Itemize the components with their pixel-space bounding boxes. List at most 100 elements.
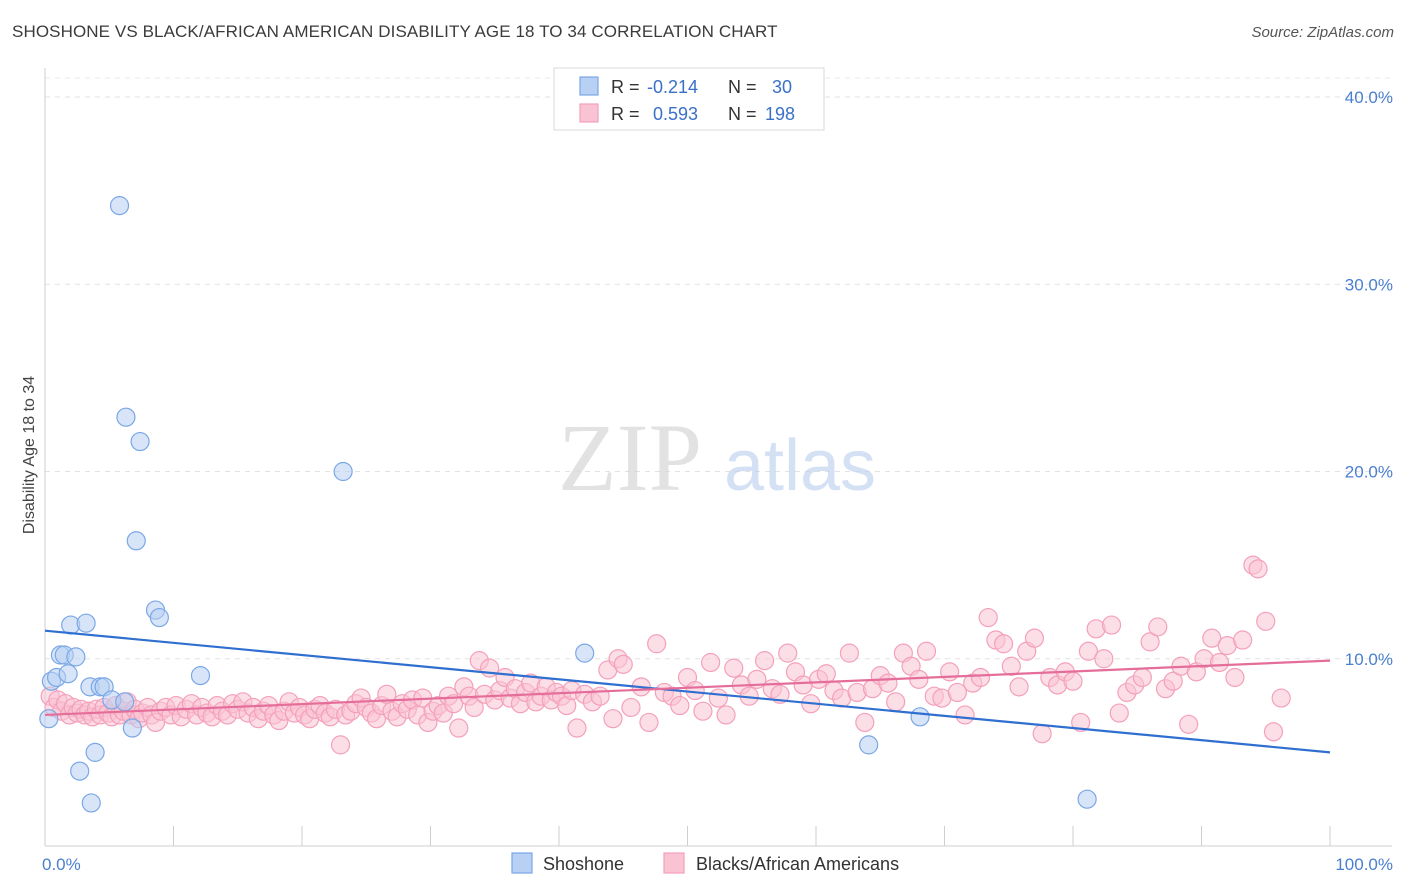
- shoshone-point-24: [149, 607, 169, 628]
- shoshone-point-29: [910, 707, 930, 727]
- legend-n-value-2: 198: [765, 104, 795, 124]
- black-point-128: [701, 652, 721, 673]
- black-trend-line: [44, 659, 1331, 717]
- black-point-120: [639, 712, 659, 733]
- black-point-110: [567, 718, 587, 738]
- legend: R = -0.214 N = 30 R = 0.593 N = 198: [553, 67, 825, 131]
- black-point-131: [724, 658, 744, 678]
- shoshone-point-21: [126, 531, 146, 551]
- black-point-171: [1032, 724, 1052, 744]
- black-point-200: [1256, 611, 1276, 631]
- black-point-148: [855, 712, 875, 733]
- series-legend: Shoshone Blacks/African Americans: [511, 852, 899, 874]
- black-point-199: [1248, 559, 1268, 579]
- chart-source: Source: ZipAtlas.com: [1251, 24, 1394, 41]
- x-tick-label-max: 100.0%: [1335, 855, 1393, 874]
- shoshone-point-19: [116, 407, 136, 427]
- y-tick-label-1: 10.0%: [1345, 650, 1393, 669]
- shoshone-point-20: [122, 718, 142, 738]
- y-tick-label-3: 30.0%: [1345, 275, 1393, 294]
- legend-n-label-1: N =: [728, 77, 757, 97]
- shoshone-point-12: [81, 793, 101, 813]
- black-point-127: [693, 701, 713, 721]
- black-point-113: [590, 686, 610, 706]
- shoshone-point-1: [39, 709, 59, 729]
- x-tick-label-min: 0.0%: [42, 855, 81, 874]
- black-point-156: [916, 641, 937, 661]
- black-point-118: [621, 697, 641, 718]
- shoshone-point-25: [190, 666, 211, 686]
- chart-title: SHOSHONE VS BLACK/AFRICAN AMERICAN DISAB…: [12, 22, 778, 41]
- black-point-176: [1071, 712, 1091, 733]
- black-point-184: [1132, 667, 1152, 688]
- black-point-64: [330, 735, 351, 755]
- shoshone-point-17: [109, 196, 130, 216]
- black-point-181: [1109, 703, 1129, 723]
- shoshone-point-9: [70, 761, 90, 781]
- black-point-196: [1225, 667, 1245, 688]
- trend-lines: [44, 629, 1331, 754]
- shoshone-point-22: [130, 431, 150, 452]
- legend-n-label-2: N =: [728, 104, 757, 124]
- black-point-166: [994, 634, 1014, 654]
- series-legend-swatch-shoshone: [511, 852, 533, 874]
- black-point-151: [878, 673, 898, 693]
- black-point-167: [1001, 656, 1021, 676]
- shoshone-point-27: [575, 643, 595, 663]
- black-point-201: [1263, 722, 1284, 742]
- black-point-86: [444, 694, 464, 714]
- legend-r-value-1: -0.214: [647, 77, 698, 97]
- tick-labels: 10.0% 20.0% 30.0% 40.0% 0.0% 100.0%: [42, 88, 1393, 874]
- legend-r-label-2: R =: [611, 104, 640, 124]
- shoshone-point-30: [1077, 789, 1097, 809]
- black-point-90: [464, 697, 484, 718]
- shoshone-point-10: [76, 613, 96, 633]
- legend-n-value-1: 30: [772, 77, 792, 97]
- shoshone-point-6: [58, 664, 78, 684]
- black-point-161: [955, 705, 975, 725]
- shoshone-point-8: [66, 647, 86, 667]
- y-tick-label-4: 40.0%: [1345, 88, 1393, 107]
- legend-r-label-1: R =: [611, 77, 640, 97]
- y-axis-label: Disability Age 18 to 34: [21, 376, 38, 534]
- black-point-135: [754, 651, 775, 671]
- black-point-193: [1202, 628, 1222, 648]
- watermark-zip: ZIP: [558, 404, 702, 511]
- legend-swatch-shoshone: [579, 76, 599, 96]
- black-point-194: [1209, 652, 1230, 673]
- shoshone-point-18: [115, 692, 135, 712]
- gridlines: [45, 77, 1392, 660]
- black-point-130: [716, 705, 736, 725]
- shoshone-trend-line: [44, 629, 1331, 754]
- black-point-180: [1101, 615, 1122, 635]
- black-point-146: [839, 643, 860, 663]
- black-point-177: [1078, 641, 1099, 661]
- shoshone-point-26: [333, 461, 353, 482]
- shoshone-point-13: [85, 742, 105, 762]
- black-point-163: [970, 667, 991, 688]
- black-point-160: [947, 682, 967, 703]
- black-point-168: [1009, 677, 1029, 697]
- series-legend-black: Blacks/African Americans: [696, 854, 899, 874]
- y-tick-label-2: 20.0%: [1345, 463, 1393, 482]
- black-point-117: [613, 654, 633, 674]
- black-point-175: [1063, 671, 1083, 691]
- black-point-186: [1148, 617, 1168, 637]
- black-point-159: [940, 662, 960, 682]
- black-point-152: [886, 692, 906, 712]
- shoshone-point-28: [859, 735, 879, 755]
- black-point-188: [1163, 671, 1183, 691]
- black-point-197: [1233, 630, 1253, 650]
- black-point-124: [670, 695, 690, 716]
- black-point-143: [816, 664, 836, 684]
- series-legend-shoshone: Shoshone: [543, 854, 624, 874]
- black-point-202: [1271, 688, 1291, 708]
- black-point-170: [1024, 628, 1045, 648]
- black-point-190: [1179, 714, 1199, 734]
- black-point-164: [978, 607, 998, 628]
- black-point-121: [647, 634, 667, 654]
- legend-swatch-black: [579, 103, 599, 123]
- black-point-115: [603, 709, 623, 729]
- black-point-179: [1094, 649, 1114, 669]
